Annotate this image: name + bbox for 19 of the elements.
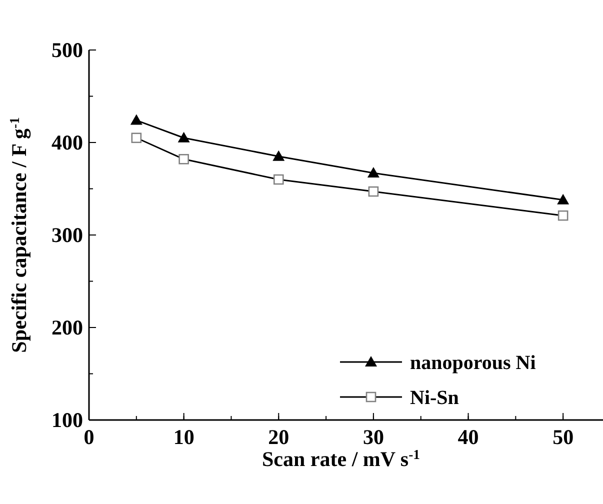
y-tick-label: 300 <box>52 223 83 247</box>
x-tick-label: 20 <box>268 425 290 449</box>
x-tick-label: 40 <box>458 425 479 449</box>
point <box>272 150 285 161</box>
legend-label: nanoporous Ni <box>410 352 536 374</box>
y-tick-label: 500 <box>52 38 83 62</box>
x-tick-label: 10 <box>173 425 194 449</box>
point <box>178 132 190 142</box>
point <box>130 114 142 125</box>
x-tick-label: 0 <box>84 425 94 449</box>
x-tick-label: 30 <box>362 425 384 449</box>
x-axis-title: Scan rate / mV s$^{-1}$ <box>262 446 420 471</box>
point <box>367 167 380 178</box>
x-tick-label: 50 <box>552 425 574 449</box>
y-tick-label: 200 <box>52 316 83 340</box>
y-tick-label: 100 <box>52 408 83 432</box>
legend-label: Ni-Sn <box>410 387 459 409</box>
point <box>557 194 570 204</box>
y-tick-label: 400 <box>52 130 83 154</box>
